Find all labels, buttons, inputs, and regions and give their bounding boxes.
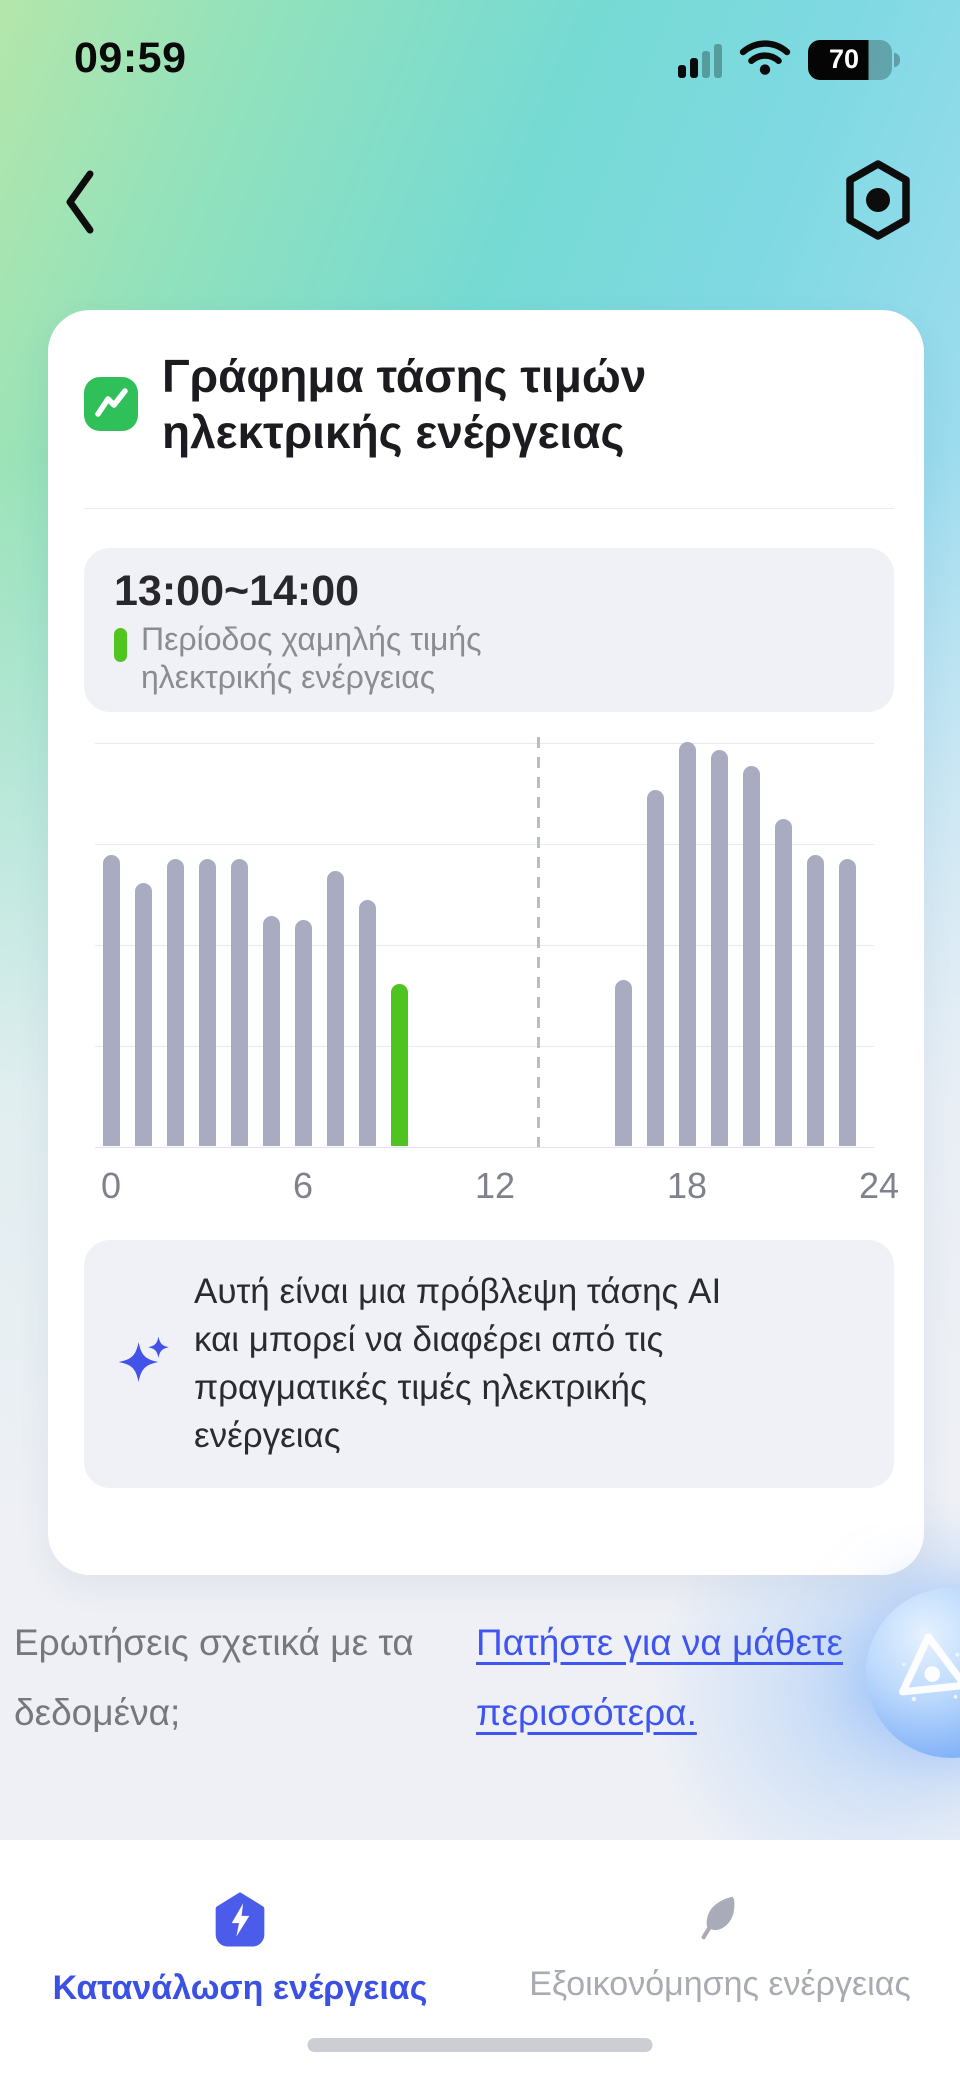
bar-hour-5	[262, 916, 280, 1146]
gridline	[95, 945, 874, 946]
bar-hour-21	[774, 819, 792, 1146]
green-legend-marker	[114, 628, 127, 662]
tab-energy-saving[interactable]: Εξοικονόμησης ενέργειας	[480, 1840, 960, 2020]
low-price-period-box: 13:00~14:00 Περίοδος χαμηλής τιμής ηλεκτ…	[84, 548, 894, 712]
cellular-signal-icon	[678, 42, 722, 78]
divider	[84, 508, 894, 509]
low-price-label: Περίοδος χαμηλής τιμής ηλεκτρικής ενέργε…	[141, 621, 482, 695]
status-bar: 09:59 70	[0, 28, 960, 88]
trend-chart-icon	[84, 377, 138, 431]
chart-plot-area	[95, 737, 874, 1148]
low-price-time-range: 13:00~14:00	[114, 567, 360, 615]
bar-hour-8	[358, 900, 376, 1146]
bar-hour-2	[166, 859, 184, 1146]
hexagon-nut-icon	[842, 160, 914, 246]
bar-hour-3	[198, 859, 216, 1146]
back-chevron-icon	[56, 170, 104, 242]
footer-question-row: Ερωτήσεις σχετικά με τα δεδομένα; Πατήστ…	[14, 1608, 946, 1748]
wifi-icon	[739, 38, 791, 81]
tab-label: Εξοικονόμησης ενέργειας	[529, 1965, 911, 2003]
battery-percent: 70	[828, 44, 860, 74]
bar-hour-23	[838, 859, 856, 1146]
bar-hour-0	[102, 855, 120, 1146]
dashed-marker-line	[536, 737, 540, 1147]
hexagon-badge-button[interactable]	[842, 158, 914, 242]
x-tick-label: 18	[666, 1165, 708, 1206]
house-bolt-icon	[211, 1890, 269, 1953]
gridline	[95, 1046, 874, 1047]
price-trend-card: Γράφημα τάσης τιμών ηλεκτρικής ενέργειας…	[48, 310, 924, 1575]
question-text: Ερωτήσεις σχετικά με τα δεδομένα;	[14, 1622, 414, 1733]
bar-hour-4	[230, 859, 248, 1146]
x-tick-label: 0	[100, 1165, 122, 1206]
axis-baseline	[95, 1147, 874, 1148]
bottom-tab-bar: Κατανάλωση ενέργειας Εξοικονόμησης ενέργ…	[0, 1840, 960, 2079]
bar-hour-6	[294, 920, 312, 1146]
bar-hour-7	[326, 871, 344, 1146]
x-axis-ticks: 0 6 12 18 24	[95, 1165, 899, 1207]
learn-more-link[interactable]: Πατήστε για να μάθετε περισσότερα.	[476, 1622, 843, 1733]
x-tick-label: 24	[858, 1165, 900, 1206]
card-title: Γράφημα τάσης τιμών ηλεκτρικής ενέργειας	[162, 350, 647, 458]
header	[0, 158, 960, 248]
x-tick-label: 6	[292, 1165, 314, 1206]
bar-hour-19	[710, 750, 728, 1146]
leaf-icon	[693, 1890, 747, 1949]
tab-label: Κατανάλωση ενέργειας	[52, 1969, 428, 2007]
bar-hour-20	[742, 766, 760, 1146]
ai-note-text: Αυτή είναι μια πρόβλεψη τάσης AI και μπο…	[194, 1272, 722, 1455]
bar-hour-17	[646, 790, 664, 1146]
status-time: 09:59	[74, 34, 187, 82]
bar-hour-9	[390, 984, 408, 1146]
bar-hour-18	[678, 742, 696, 1146]
bar-hour-1	[134, 883, 152, 1146]
gridline	[95, 844, 874, 845]
gridline	[95, 743, 874, 744]
price-bar-chart: 0 6 12 18 24	[84, 730, 899, 1210]
bar-hour-16	[614, 980, 632, 1146]
battery-icon: 70	[808, 39, 904, 80]
x-tick-label: 12	[474, 1165, 516, 1206]
sparkles-icon	[112, 1331, 174, 1398]
home-indicator[interactable]	[307, 2038, 653, 2052]
bar-hour-22	[806, 855, 824, 1146]
tab-energy-consumption[interactable]: Κατανάλωση ενέργειας	[0, 1840, 480, 2020]
back-button[interactable]	[56, 166, 104, 238]
ai-note-box: Αυτή είναι μια πρόβλεψη τάσης AI και μπο…	[84, 1240, 894, 1488]
